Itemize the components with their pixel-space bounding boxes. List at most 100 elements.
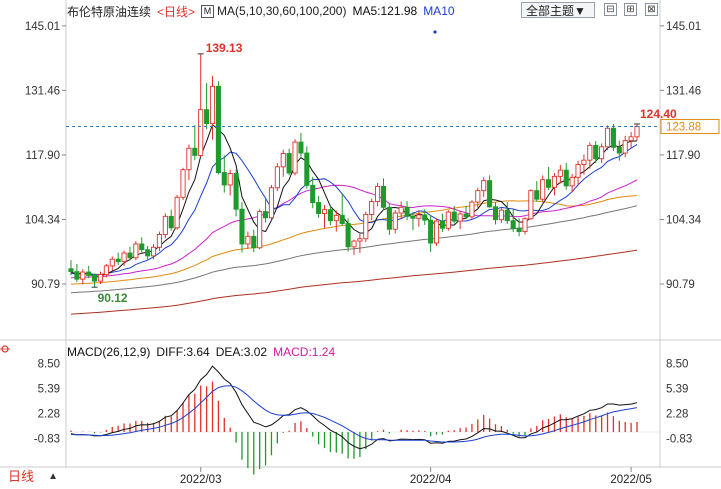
candle-body [469,201,475,218]
candle-body [380,185,387,208]
y-label-right-4: 90.79 [666,279,695,291]
macd-label-left-1: 5.39 [38,383,60,395]
ma-settings-icon[interactable]: M [201,4,215,18]
macd-label-right-1: 5.39 [666,383,688,395]
candle-body [463,213,469,218]
candle-body [251,235,257,249]
candle-body [174,196,180,229]
candle-body [121,252,127,263]
candle-body [616,146,622,154]
candle-body [245,235,251,245]
current-price-tag [660,118,720,134]
candle-body [298,141,304,154]
candle-body [451,211,457,222]
candle-body [115,258,121,263]
candle-body [551,175,558,188]
symbol-title: 布伦特原油连续 [67,4,152,19]
candle-body [634,126,640,138]
ma30-line [70,179,638,279]
candle-body [192,147,198,156]
macd-label-right-0: 8.50 [666,358,688,370]
candle-body [540,179,546,200]
candle-body [97,273,104,282]
candle-body [492,206,499,221]
candle-body [133,243,139,259]
close-panel-icon[interactable]: ⊠ [645,3,658,16]
macd-label-right-2: 2.28 [666,409,688,421]
collapse-panel-icon[interactable]: ⊟ [604,3,617,16]
candle-body [221,172,227,186]
candle-body [504,209,510,222]
period-selector-arrow-icon[interactable]: ▲ [48,471,58,482]
candle-body [593,144,599,160]
ma10-value: MA10 [423,4,455,18]
candle-body [109,258,115,267]
macd-diff-value: DIFF:3.64 [156,345,210,359]
candle-body [587,144,593,161]
candle-body [534,190,540,200]
candle-body [439,220,445,229]
y-label-left-0: 145.01 [25,21,60,33]
period-selector-label: 日线 [8,469,35,484]
y-label-right-0: 145.01 [666,21,701,33]
expand-panel-icon[interactable]: ⊞ [624,3,637,16]
candle-body [227,173,233,186]
candle-body [257,211,263,249]
candle-body [139,243,145,251]
candle-body [268,187,275,219]
candle-body [150,246,157,257]
candle-body [622,140,628,154]
macd-hist-value: MACD:1.24 [273,345,336,359]
candle-body [274,166,280,189]
candle-body [280,153,286,168]
candle-body [345,223,351,248]
candle-body [398,206,404,214]
candle-body [546,179,552,188]
candle-body [321,209,328,214]
candle-body [599,146,605,160]
candle-body [516,227,522,233]
macd-label-left-3: -0.83 [34,434,60,446]
candle-body [68,268,74,273]
candle-body [428,219,434,244]
marker-dot [433,30,437,34]
theme-dropdown-button[interactable]: 全部主题▼ [521,2,595,18]
candle-body [286,153,292,174]
y-label-left-3: 104.34 [25,214,61,226]
macd-diff-line [70,365,638,450]
candle-body [386,206,392,230]
candle-body [233,173,239,210]
y-label-right-1: 131.46 [666,85,701,97]
candle-body [180,169,186,198]
macd-label-left-2: 2.28 [38,409,60,421]
candle-body [487,180,493,208]
candle-body [481,180,487,192]
y-label-left-4: 90.79 [31,279,60,291]
candle-body [304,152,310,186]
candle-body [186,147,192,171]
ma60-line [70,195,638,285]
macd-title[interactable]: MACD(26,12,9) [67,345,151,359]
ma-params[interactable]: MA(5,10,30,60,100,200) [217,4,347,18]
candle-body [375,185,381,203]
current-price-value: 123.88 [666,121,701,133]
candle-body [351,240,357,248]
ma200-line [70,249,638,315]
macd-label-left-0: 8.50 [38,358,60,370]
period-label[interactable]: <日线> [157,4,196,19]
candle-body [168,215,174,229]
candle-body [80,271,86,280]
y-label-left-2: 117.90 [26,150,60,162]
candle-body [74,271,80,280]
candle-body [498,209,504,221]
candle-body [239,208,245,245]
candle-body [357,238,363,242]
y-label-left-1: 131.46 [25,85,60,97]
date-label-2: 2022/05 [610,474,652,486]
period-selector[interactable]: 日线 ▲ [2,468,64,486]
macd-label-right-3: -0.83 [666,434,692,446]
candle-body [610,127,616,148]
main-chart-header: 布伦特原油连续 <日线> M MA(5,10,30,60,100,200) MA… [67,3,455,19]
low-annotation: 90.12 [98,291,128,305]
candle-body [310,184,316,203]
